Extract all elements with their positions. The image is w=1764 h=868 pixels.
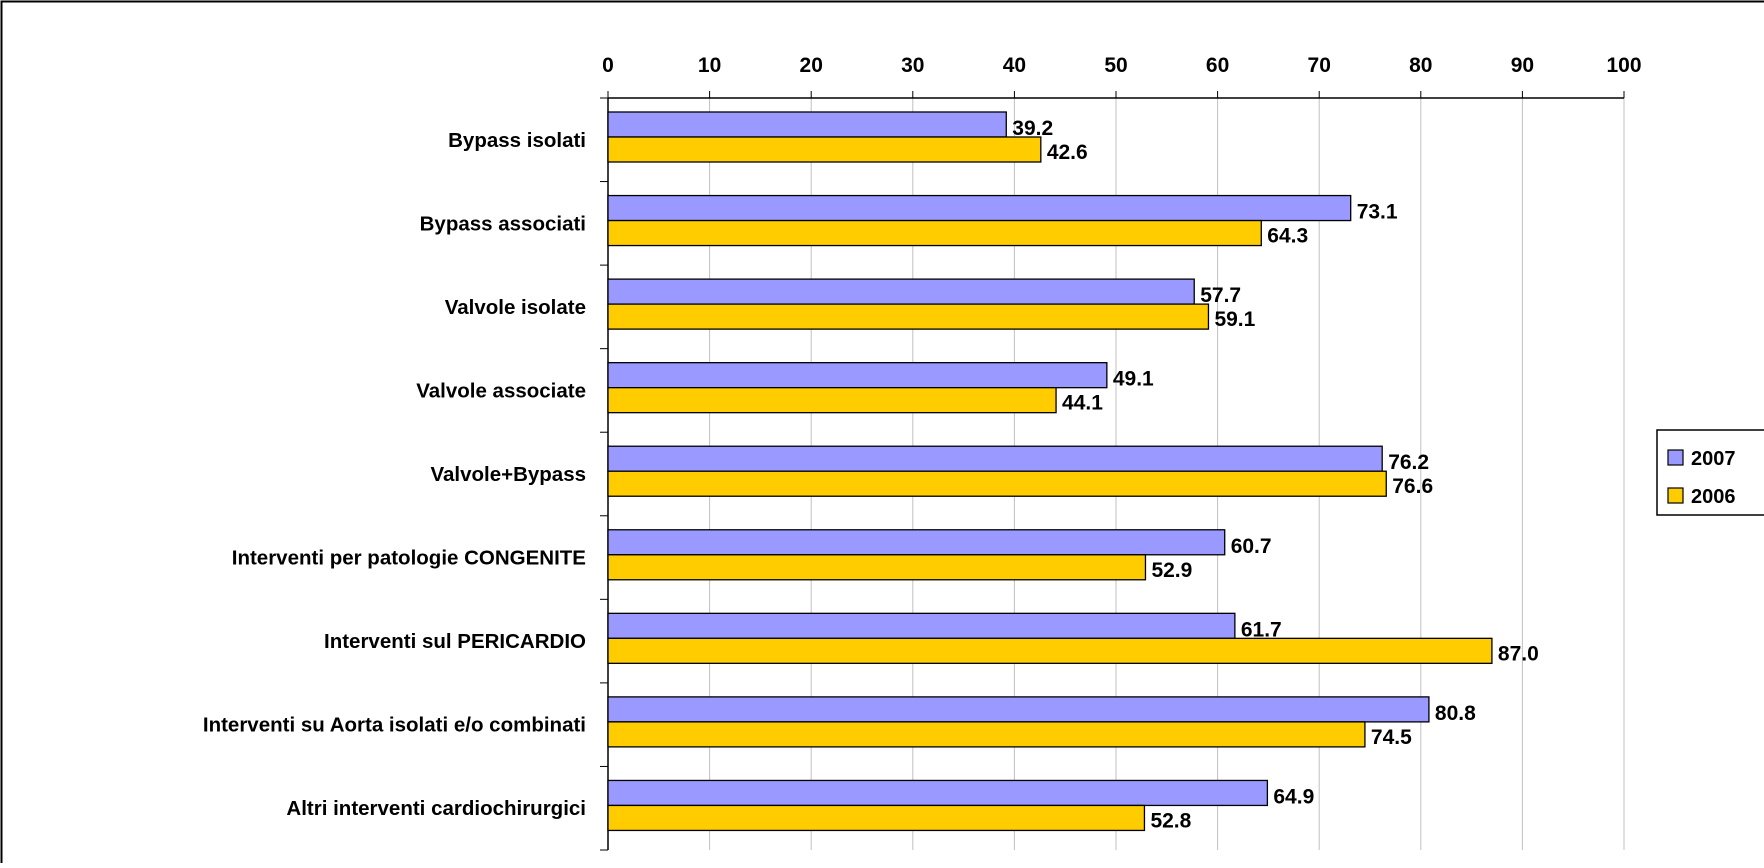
data-label: 64.3 xyxy=(1267,225,1308,248)
data-label: 74.5 xyxy=(1371,726,1412,749)
bar-2007 xyxy=(608,446,1382,471)
bar-2006 xyxy=(608,722,1365,747)
bar-2007 xyxy=(608,530,1225,555)
x-tick-label: 70 xyxy=(1308,54,1331,77)
data-label: 61.7 xyxy=(1241,618,1282,641)
category-label: Interventi per patologie CONGENITE xyxy=(232,547,586,570)
bar-2007 xyxy=(608,279,1194,304)
category-label: Valvole+Bypass xyxy=(430,463,586,486)
bar-2006 xyxy=(608,304,1208,329)
category-label: Valvole isolate xyxy=(445,296,586,319)
category-label: Interventi sul PERICARDIO xyxy=(324,630,586,653)
bar-2006 xyxy=(608,388,1056,413)
bar-2006 xyxy=(608,137,1041,162)
x-tick-label: 20 xyxy=(800,54,823,77)
bar-2006 xyxy=(608,555,1145,580)
bar-2007 xyxy=(608,112,1006,137)
data-label: 44.1 xyxy=(1062,392,1103,415)
legend-swatch xyxy=(1668,488,1683,503)
legend-label: 2006 xyxy=(1691,486,1736,508)
bar-2006 xyxy=(608,471,1386,496)
data-label: 52.9 xyxy=(1151,559,1192,582)
bar-2006 xyxy=(608,221,1261,246)
legend-swatch xyxy=(1668,450,1683,465)
data-label: 42.6 xyxy=(1047,141,1088,164)
data-label: 57.7 xyxy=(1200,284,1241,307)
x-tick-label: 90 xyxy=(1511,54,1534,77)
bar-2006 xyxy=(608,805,1144,830)
bar-2007 xyxy=(608,780,1267,805)
x-tick-label: 100 xyxy=(1606,54,1641,77)
data-label: 80.8 xyxy=(1435,702,1476,725)
bar-2007 xyxy=(608,196,1351,221)
category-label: Valvole associate xyxy=(416,379,586,402)
data-label: 39.2 xyxy=(1012,117,1053,140)
data-label: 60.7 xyxy=(1231,535,1272,558)
bar-2007 xyxy=(608,613,1235,638)
category-label: Bypass associati xyxy=(420,212,586,235)
category-label: Altri interventi cardiochirurgici xyxy=(286,797,586,820)
category-label: Bypass isolati xyxy=(448,129,586,152)
data-label: 49.1 xyxy=(1113,368,1154,391)
x-tick-label: 50 xyxy=(1104,54,1127,77)
bar-2007 xyxy=(608,363,1107,388)
x-tick-label: 60 xyxy=(1206,54,1229,77)
x-tick-label: 10 xyxy=(698,54,721,77)
legend: 2007 2006 xyxy=(1657,430,1764,515)
data-label: 73.1 xyxy=(1357,201,1398,224)
category-label: Interventi su Aorta isolati e/o combinat… xyxy=(203,714,586,737)
x-tick-label: 80 xyxy=(1409,54,1432,77)
data-label: 52.8 xyxy=(1150,809,1191,832)
bar-2006 xyxy=(608,638,1492,663)
data-label: 76.6 xyxy=(1392,475,1433,498)
x-tick-label: 0 xyxy=(602,54,614,77)
data-label: 59.1 xyxy=(1214,308,1255,331)
bar-2007 xyxy=(608,697,1429,722)
x-tick-label: 30 xyxy=(901,54,924,77)
data-label: 87.0 xyxy=(1498,642,1539,665)
legend-label: 2007 xyxy=(1691,448,1736,470)
x-tick-label: 40 xyxy=(1003,54,1026,77)
data-label: 64.9 xyxy=(1273,785,1314,808)
data-label: 76.2 xyxy=(1388,451,1429,474)
